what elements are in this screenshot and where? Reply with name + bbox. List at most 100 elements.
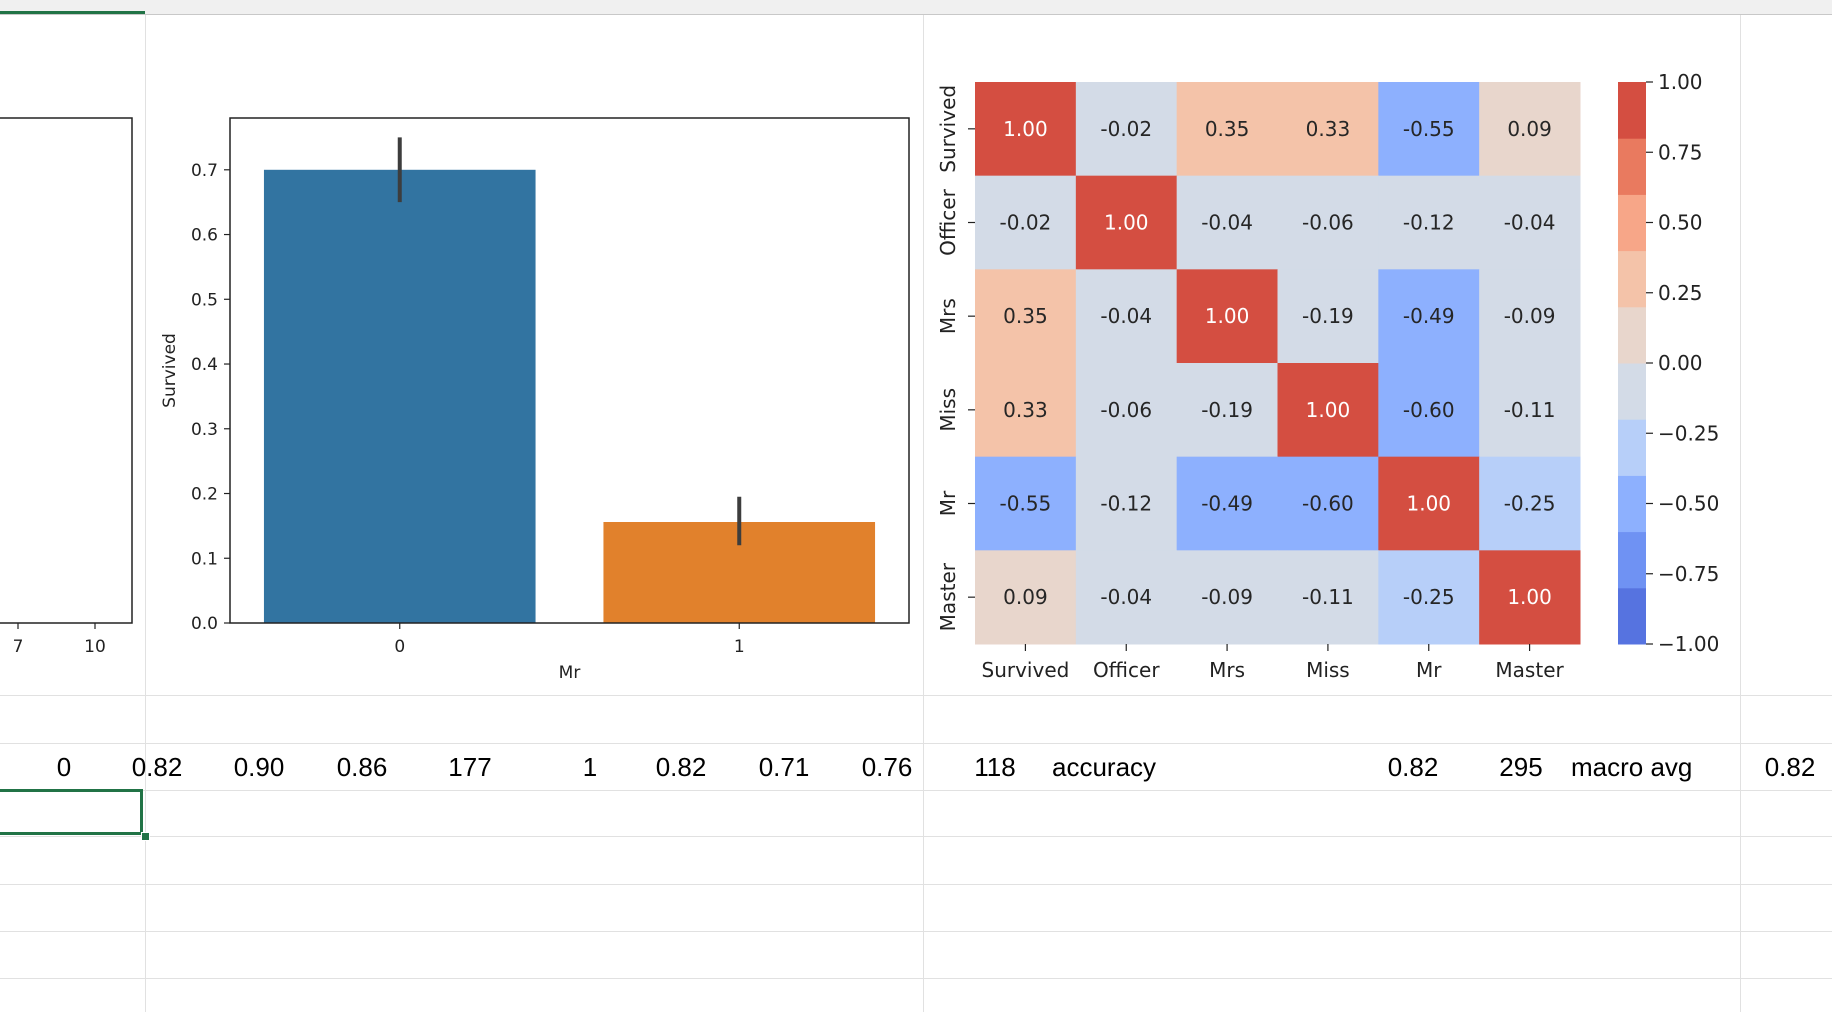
heatmap-cell bbox=[1176, 363, 1278, 458]
cell[interactable]: 177 bbox=[448, 752, 492, 782]
heatmap-value: -0.55 bbox=[1403, 117, 1455, 141]
colorbar-segment bbox=[1618, 306, 1646, 364]
heatmap-cell bbox=[1075, 82, 1178, 177]
charts-image: 7 10 0 1 0.0 0.1 0.2 0.3 0.4 0.5 0.6 0.7 Mr Survived 1… bbox=[0, 70, 1719, 683]
heatmap-cell bbox=[975, 82, 1077, 177]
gridline-row bbox=[0, 743, 1832, 744]
heatmap-cell bbox=[1277, 456, 1379, 551]
heatmap-value: 1.00 bbox=[1003, 117, 1048, 141]
cell[interactable]: 0.82 bbox=[1387, 752, 1439, 782]
heatmap-cell bbox=[1479, 550, 1581, 645]
x-tick-label: 7 bbox=[13, 637, 24, 657]
heatmap-x-label: Miss bbox=[1306, 658, 1350, 682]
heatmap-cell bbox=[1176, 456, 1278, 551]
heatmap-value: -0.06 bbox=[1100, 398, 1152, 422]
heatmap-value: -0.25 bbox=[1504, 492, 1556, 516]
colorbar-tick-label: −0.50 bbox=[1658, 492, 1719, 516]
cell[interactable]: accuracy bbox=[1052, 752, 1157, 782]
heatmap-value: -0.04 bbox=[1201, 211, 1253, 235]
heatmap-x-label: Master bbox=[1495, 658, 1564, 682]
colorbar-tick-label: 1.00 bbox=[1658, 70, 1703, 94]
heatmap-value: -0.60 bbox=[1403, 398, 1455, 422]
colorbar-tick-label: −0.75 bbox=[1658, 562, 1719, 586]
cell[interactable]: macro avg bbox=[1571, 752, 1693, 782]
x-tick-label: 0 bbox=[394, 637, 405, 657]
heatmap-value: -0.19 bbox=[1201, 398, 1253, 422]
colorbar-tick-label: −0.25 bbox=[1658, 421, 1719, 445]
heatmap-y-label: Mrs bbox=[936, 298, 960, 334]
y-tick-label: 0.7 bbox=[191, 161, 218, 181]
y-tick-label: 0.2 bbox=[191, 485, 218, 505]
gridline-row bbox=[0, 836, 1832, 837]
colorbar-tick-label: 0.75 bbox=[1658, 140, 1703, 164]
heatmap-cell bbox=[1075, 363, 1178, 458]
cell[interactable]: 0.71 bbox=[758, 752, 810, 782]
heatmap-cell bbox=[1176, 269, 1278, 364]
heatmap-value: -0.25 bbox=[1403, 585, 1455, 609]
cell[interactable]: 0.86 bbox=[336, 752, 388, 782]
cell[interactable]: 0.82 bbox=[655, 752, 707, 782]
heatmap-value: -0.04 bbox=[1100, 304, 1152, 328]
heatmap-x-label: Mrs bbox=[1209, 658, 1245, 682]
cell[interactable]: 0.82 bbox=[131, 752, 183, 782]
heatmap-value: -0.04 bbox=[1504, 211, 1556, 235]
heatmap-value: -0.11 bbox=[1504, 398, 1556, 422]
gridline-row bbox=[0, 931, 1832, 932]
heatmap-cell bbox=[1479, 269, 1581, 364]
gridline-row bbox=[0, 884, 1832, 885]
y-tick-label: 0.6 bbox=[191, 226, 218, 246]
cell[interactable]: 1 bbox=[582, 752, 598, 782]
cell[interactable]: 118 bbox=[974, 752, 1016, 782]
heatmap-cell bbox=[1277, 550, 1379, 645]
heatmap-x-label: Survived bbox=[982, 658, 1070, 682]
heatmap-cell bbox=[975, 363, 1077, 458]
heatmap-y-label: Miss bbox=[936, 388, 960, 432]
heatmap-y-label: Master bbox=[936, 562, 960, 631]
heatmap-cell bbox=[1378, 269, 1480, 364]
heatmap-value: -0.06 bbox=[1302, 211, 1354, 235]
heatmap-value: 0.35 bbox=[1003, 304, 1048, 328]
cell[interactable]: 0 bbox=[56, 752, 72, 782]
partial-chart-frame bbox=[0, 117, 133, 624]
colorbar-tick-label: 0.25 bbox=[1658, 281, 1703, 305]
colorbar-segment bbox=[1618, 82, 1646, 139]
heatmap-cell bbox=[1479, 456, 1581, 551]
heatmap-value: -0.12 bbox=[1100, 492, 1152, 516]
heatmap-cell bbox=[1479, 363, 1581, 458]
heatmap-x-label: Mr bbox=[1416, 658, 1442, 682]
heatmap-value: 1.00 bbox=[1104, 211, 1149, 235]
heatmap-value: -0.49 bbox=[1201, 492, 1253, 516]
cell[interactable]: 0.76 bbox=[861, 752, 913, 782]
cell[interactable]: 0.82 bbox=[1764, 752, 1816, 782]
colorbar-tick-label: −1.00 bbox=[1658, 632, 1719, 656]
heatmap-cell bbox=[1075, 269, 1178, 364]
heatmap-cell bbox=[1176, 550, 1278, 645]
heatmap-cell bbox=[1378, 82, 1480, 177]
colorbar-segment bbox=[1618, 250, 1646, 308]
fill-handle[interactable] bbox=[141, 832, 150, 841]
selected-cell[interactable] bbox=[0, 789, 143, 835]
heatmap-cell bbox=[1176, 175, 1278, 270]
colorbar-segment bbox=[1618, 363, 1646, 420]
heatmap-value: 1.00 bbox=[1205, 304, 1250, 328]
colorbar-segment bbox=[1618, 475, 1646, 533]
heatmap-cell bbox=[1378, 363, 1480, 458]
heatmap-value: -0.11 bbox=[1302, 585, 1354, 609]
heatmap-cell bbox=[1378, 550, 1480, 645]
selected-column-indicator bbox=[0, 11, 145, 14]
cell[interactable]: 0.90 bbox=[233, 752, 285, 782]
heatmap-value: -0.09 bbox=[1504, 304, 1556, 328]
heatmap-cell bbox=[975, 269, 1077, 364]
gridline-col bbox=[145, 15, 146, 1012]
heatmap-cell bbox=[1378, 175, 1480, 270]
y-tick-label: 0.0 bbox=[191, 614, 218, 634]
heatmap-value: -0.04 bbox=[1100, 585, 1152, 609]
heatmap-cell bbox=[975, 456, 1077, 551]
heatmap-cell bbox=[1277, 175, 1379, 270]
heatmap-value: -0.02 bbox=[1000, 211, 1052, 235]
x-tick-label: 1 bbox=[734, 637, 745, 657]
y-tick-label: 0.1 bbox=[191, 549, 218, 569]
cell[interactable]: 295 bbox=[1499, 752, 1543, 782]
heatmap-value: -0.55 bbox=[1000, 492, 1052, 516]
x-axis-label: Mr bbox=[559, 663, 581, 683]
